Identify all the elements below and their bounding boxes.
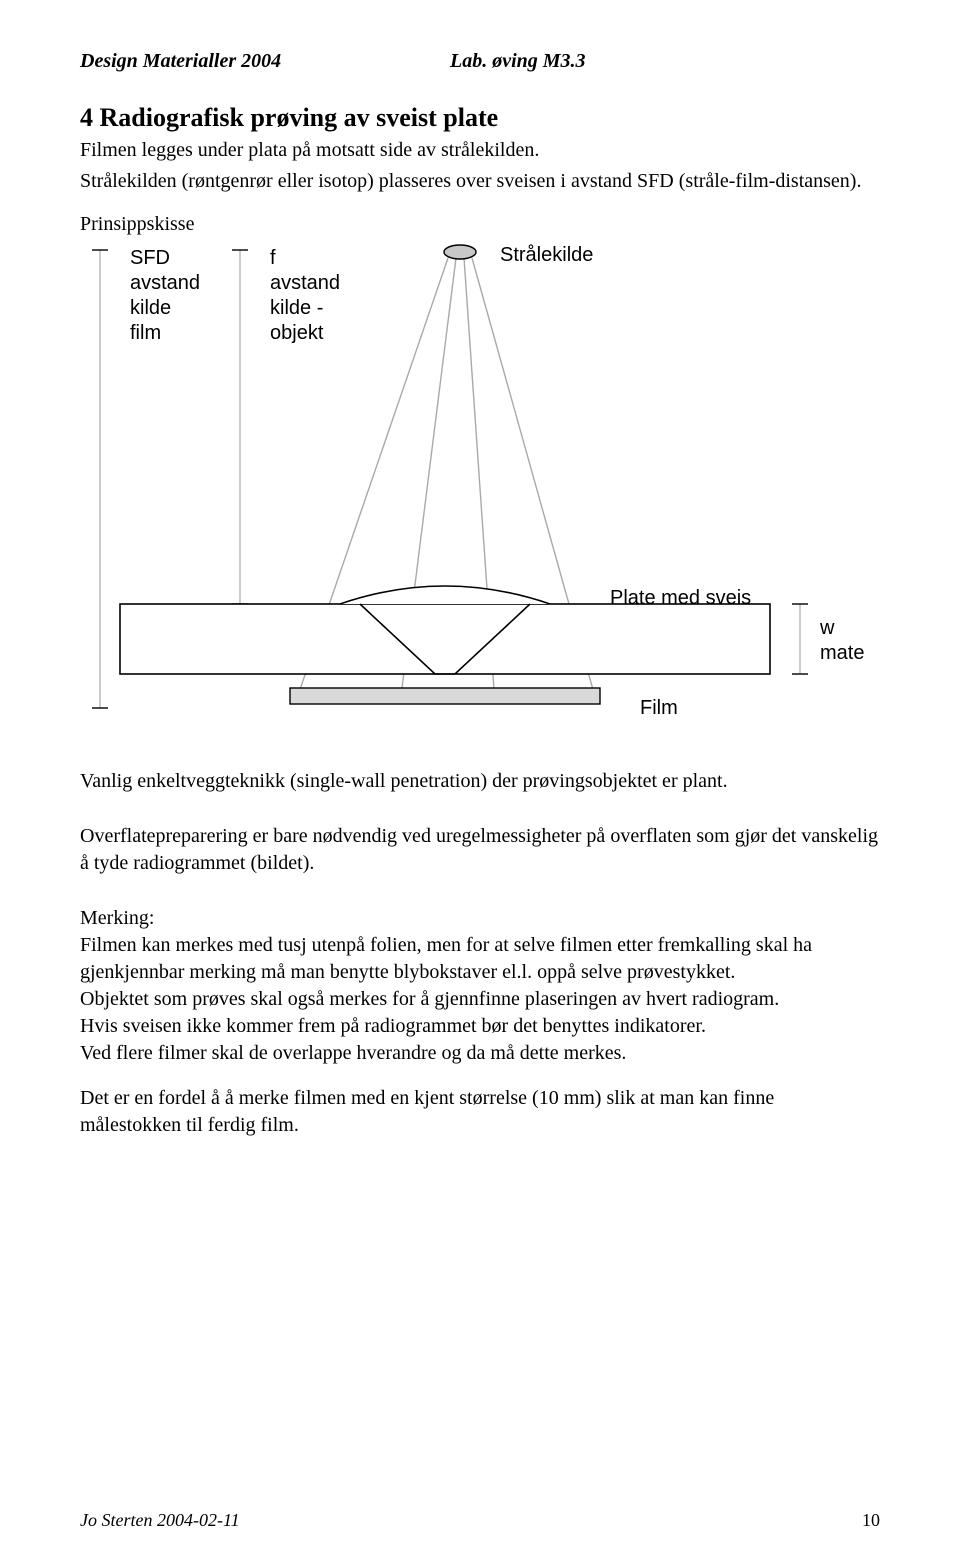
footer-author-date: Jo Sterten 2004-02-11 [80, 1510, 240, 1531]
label-f: favstandkilde -objekt [270, 246, 340, 346]
page: Design Materialler 2004 Lab. øving M3.3 … [0, 0, 960, 1561]
label-wmate: wmate [820, 616, 864, 666]
running-header: Design Materialler 2004 Lab. øving M3.3 [80, 50, 880, 73]
marking-p4: Ved flere filmer skal de overlappe hvera… [80, 1040, 880, 1067]
marking-heading: Merking: [80, 905, 880, 932]
page-number: 10 [862, 1510, 880, 1531]
section-title: 4 Radiografisk prøving av sveist plate [80, 103, 880, 133]
label-source: Strålekilde [500, 243, 593, 268]
marking-p1: Filmen kan merkes med tusj utenpå folien… [80, 932, 880, 986]
label-plate: Plate med sveis [610, 586, 751, 611]
header-right: Lab. øving M3.3 [450, 50, 586, 73]
marking-p3: Hvis sveisen ikke kommer frem på radiogr… [80, 1013, 880, 1040]
header-left: Design Materialler 2004 [80, 50, 450, 73]
sketch-label: Prinsippskisse [80, 213, 880, 236]
principle-diagram: SFDavstandkildefilm favstandkilde -objek… [80, 238, 880, 758]
label-sfd: SFDavstandkildefilm [130, 246, 200, 346]
label-film: Film [640, 696, 678, 721]
intro-line-2: Strålekilden (røntgenrør eller isotop) p… [80, 168, 880, 195]
marking-p2: Objektet som prøves skal også merkes for… [80, 986, 880, 1013]
last-paragraph: Det er en fordel å å merke filmen med en… [80, 1085, 880, 1139]
single-wall-text: Vanlig enkeltveggteknikk (single-wall pe… [80, 768, 880, 795]
intro-line-1: Filmen legges under plata på motsatt sid… [80, 137, 880, 164]
surface-prep-text: Overflatepreparering er bare nødvendig v… [80, 823, 880, 877]
footer: Jo Sterten 2004-02-11 10 [80, 1510, 880, 1531]
